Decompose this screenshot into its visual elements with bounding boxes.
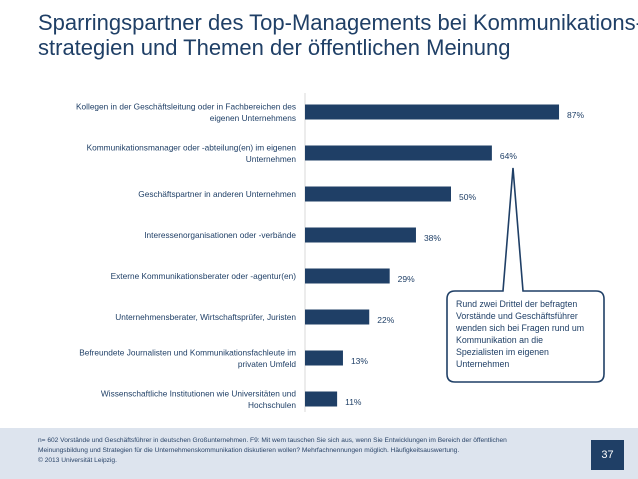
category-label: Geschäftspartner in anderen Unternehmen: [138, 189, 296, 199]
page-title: Sparringspartner des Top-Managements bei…: [38, 10, 638, 60]
value-label: 38%: [424, 233, 441, 243]
category-label: Kommunikationsmanager oder -abteilung(en…: [87, 142, 297, 152]
title-line-1: Sparringspartner des Top-Managements bei…: [38, 10, 638, 35]
category-label: Kollegen in der Geschäftsleitung oder in…: [76, 101, 296, 111]
footnote-line-1: n= 602 Vorstände und Geschäftsführer in …: [38, 437, 507, 444]
footnote: n= 602 Vorstände und Geschäftsführer in …: [38, 436, 578, 466]
page-number: 37: [591, 440, 624, 470]
bar: [305, 350, 343, 366]
bar: [305, 145, 492, 161]
callout-line: wenden sich bei Fragen rund um: [456, 323, 585, 333]
footer: n= 602 Vorstände und Geschäftsführer in …: [0, 428, 638, 479]
category-label: Unternehmensberater, Wirtschaftsprüfer, …: [115, 312, 296, 322]
callout-line: Unternehmen: [456, 359, 510, 369]
category-label: Hochschulen: [248, 400, 296, 410]
category-label: Interessenorganisationen oder -verbände: [144, 230, 296, 240]
value-label: 64%: [500, 151, 517, 161]
bar: [305, 227, 416, 243]
bar: [305, 309, 370, 325]
value-label: 29%: [398, 274, 415, 284]
category-label: Unternehmen: [246, 154, 297, 164]
value-label: 50%: [459, 192, 476, 202]
bar: [305, 391, 338, 407]
callout-line: Kommunikation an die: [456, 335, 544, 345]
callout-line: Vorstände und Geschäftsführer: [456, 311, 578, 321]
value-label: 22%: [377, 315, 394, 325]
bar: [305, 186, 451, 202]
bar-chart: 87% Kollegen in der Geschäftsleitung oder…: [76, 93, 605, 412]
value-label: 87%: [567, 110, 584, 120]
callout-line: Spezialisten im eigenen: [456, 347, 549, 357]
footnote-line-2: Meinungsbildung und Strategien für die U…: [38, 447, 460, 454]
copyright: © 2013 Universität Leipzig.: [38, 457, 117, 464]
bar: [305, 268, 390, 284]
callout-line: Rund zwei Drittel der befragten: [456, 299, 578, 309]
category-label: Externe Kommunikationsberater oder -agen…: [111, 271, 297, 281]
title-line-2: strategien und Themen der öffentlichen M…: [38, 35, 511, 60]
category-label: privaten Umfeld: [238, 359, 296, 369]
callout-text: Rund zwei Drittel der befragten Vorständ…: [456, 298, 602, 370]
value-label: 11%: [345, 397, 362, 407]
bar: [305, 104, 560, 120]
category-label: Befreundete Journalisten und Kommunikati…: [79, 347, 296, 357]
callout-bubble: [446, 167, 605, 383]
category-label: eigenen Unternehmens: [210, 113, 296, 123]
value-label: 13%: [351, 356, 368, 366]
category-label: Wissenschaftliche Institutionen wie Univ…: [101, 388, 296, 398]
